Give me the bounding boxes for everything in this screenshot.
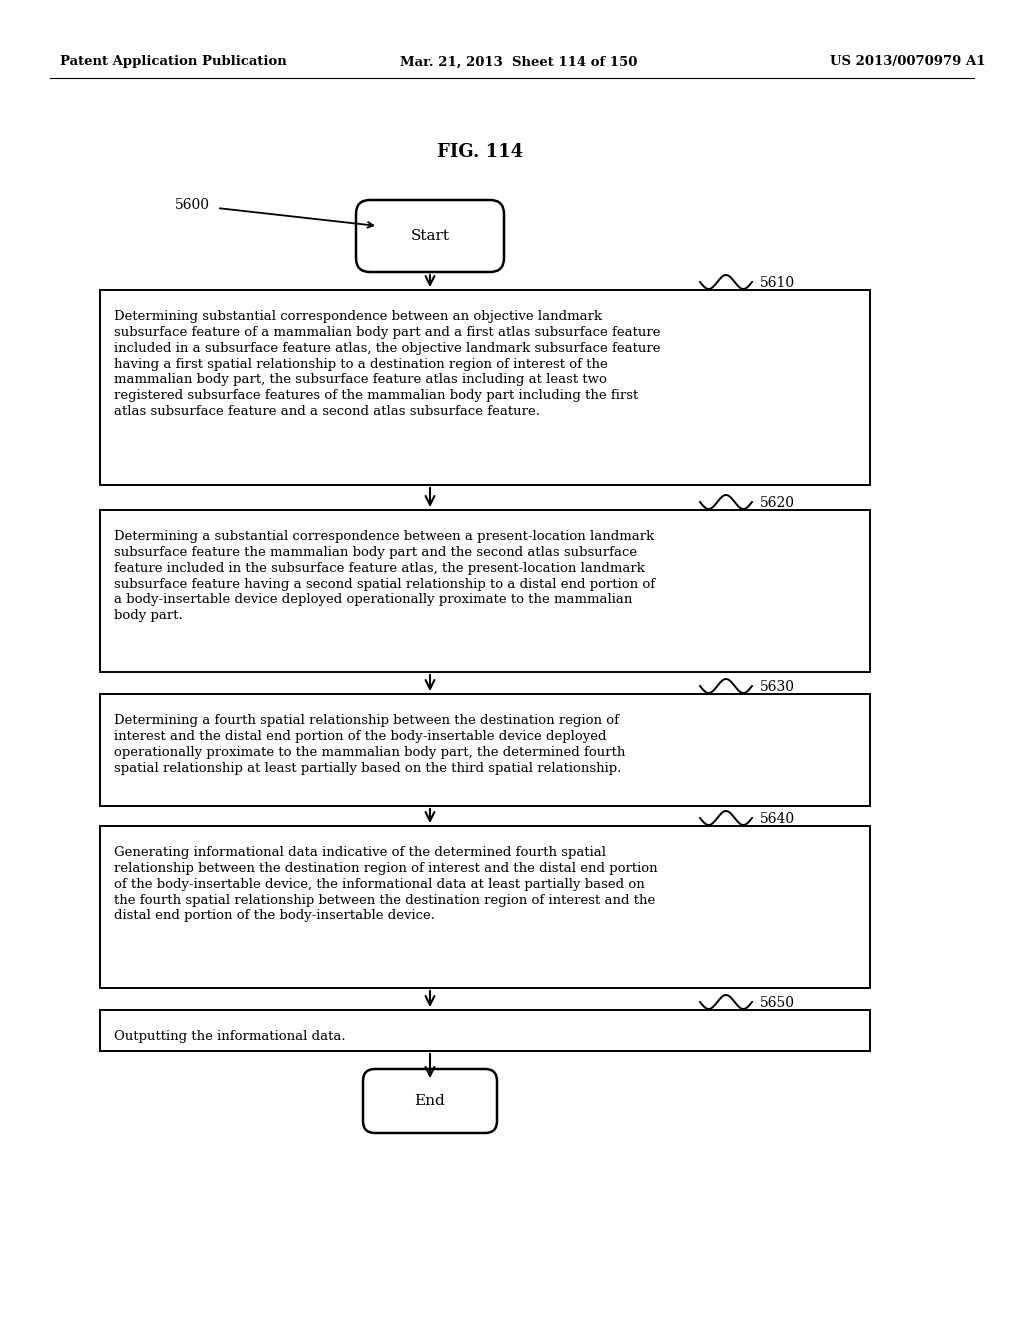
Text: of the body-insertable device, the informational data at least partially based o: of the body-insertable device, the infor… bbox=[114, 878, 645, 891]
Bar bbox=[100, 290, 870, 484]
Text: Determining a fourth spatial relationship between the destination region of: Determining a fourth spatial relationshi… bbox=[114, 714, 618, 726]
Text: Patent Application Publication: Patent Application Publication bbox=[60, 55, 287, 69]
Text: having a first spatial relationship to a destination region of interest of the: having a first spatial relationship to a… bbox=[114, 358, 608, 371]
Text: a body-insertable device deployed operationally proximate to the mammalian: a body-insertable device deployed operat… bbox=[114, 594, 633, 606]
Text: Start: Start bbox=[411, 228, 450, 243]
FancyBboxPatch shape bbox=[362, 1069, 497, 1133]
Bar bbox=[100, 1010, 870, 1051]
Text: Mar. 21, 2013  Sheet 114 of 150: Mar. 21, 2013 Sheet 114 of 150 bbox=[400, 55, 637, 69]
Text: 5650: 5650 bbox=[760, 997, 795, 1010]
Text: atlas subsurface feature and a second atlas subsurface feature.: atlas subsurface feature and a second at… bbox=[114, 405, 540, 418]
Text: spatial relationship at least partially based on the third spatial relationship.: spatial relationship at least partially … bbox=[114, 762, 622, 775]
Text: subsurface feature having a second spatial relationship to a distal end portion : subsurface feature having a second spati… bbox=[114, 578, 655, 590]
Text: subsurface feature of a mammalian body part and a first atlas subsurface feature: subsurface feature of a mammalian body p… bbox=[114, 326, 660, 339]
Text: 5630: 5630 bbox=[760, 680, 795, 694]
Text: operationally proximate to the mammalian body part, the determined fourth: operationally proximate to the mammalian… bbox=[114, 746, 626, 759]
FancyBboxPatch shape bbox=[356, 201, 504, 272]
Text: body part.: body part. bbox=[114, 610, 182, 623]
Text: End: End bbox=[415, 1094, 445, 1107]
Text: the fourth spatial relationship between the destination region of interest and t: the fourth spatial relationship between … bbox=[114, 894, 655, 907]
Text: registered subsurface features of the mammalian body part including the first: registered subsurface features of the ma… bbox=[114, 389, 638, 403]
Text: interest and the distal end portion of the body-insertable device deployed: interest and the distal end portion of t… bbox=[114, 730, 606, 743]
Text: feature included in the subsurface feature atlas, the present-location landmark: feature included in the subsurface featu… bbox=[114, 561, 645, 574]
Text: 5640: 5640 bbox=[760, 812, 795, 826]
Text: included in a subsurface feature atlas, the objective landmark subsurface featur: included in a subsurface feature atlas, … bbox=[114, 342, 660, 355]
Text: 5610: 5610 bbox=[760, 276, 795, 290]
Text: subsurface feature the mammalian body part and the second atlas subsurface: subsurface feature the mammalian body pa… bbox=[114, 545, 637, 558]
Bar bbox=[100, 694, 870, 807]
Text: US 2013/0070979 A1: US 2013/0070979 A1 bbox=[830, 55, 985, 69]
Text: FIG. 114: FIG. 114 bbox=[437, 143, 523, 161]
Bar bbox=[100, 510, 870, 672]
Text: Determining a substantial correspondence between a present-location landmark: Determining a substantial correspondence… bbox=[114, 529, 654, 543]
Text: relationship between the destination region of interest and the distal end porti: relationship between the destination reg… bbox=[114, 862, 657, 875]
Text: Generating informational data indicative of the determined fourth spatial: Generating informational data indicative… bbox=[114, 846, 606, 858]
Text: Determining substantial correspondence between an objective landmark: Determining substantial correspondence b… bbox=[114, 310, 602, 322]
Text: 5620: 5620 bbox=[760, 496, 795, 510]
Bar bbox=[100, 826, 870, 987]
Text: Outputting the informational data.: Outputting the informational data. bbox=[114, 1030, 346, 1043]
Text: 5600: 5600 bbox=[175, 198, 210, 213]
Text: distal end portion of the body-insertable device.: distal end portion of the body-insertabl… bbox=[114, 909, 435, 923]
Text: mammalian body part, the subsurface feature atlas including at least two: mammalian body part, the subsurface feat… bbox=[114, 374, 607, 387]
